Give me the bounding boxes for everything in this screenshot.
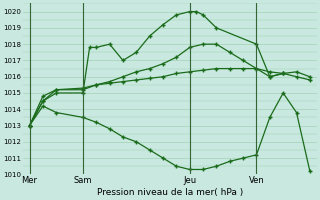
X-axis label: Pression niveau de la mer( hPa ): Pression niveau de la mer( hPa ) [97,188,243,197]
